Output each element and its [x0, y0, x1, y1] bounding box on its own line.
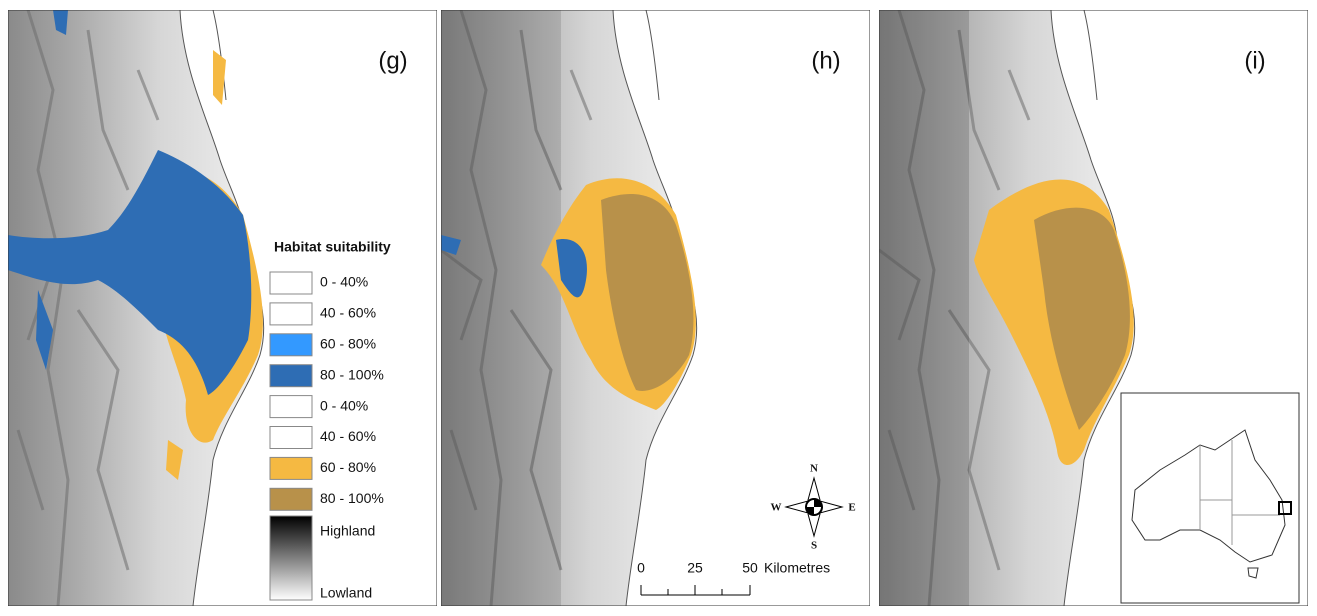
- panel-label: (i): [1244, 47, 1265, 74]
- legend-label: 0 - 40%: [320, 397, 368, 413]
- page: (g) (h) (i) Habitat suitability 0 - 40% 40 - …: [0, 0, 1317, 616]
- legend-swatch: [270, 488, 312, 510]
- legend-label: 60 - 80%: [320, 336, 376, 352]
- compass-n: N: [810, 463, 818, 475]
- panel-label: (h): [811, 47, 840, 74]
- compass-s: S: [811, 540, 817, 552]
- legend-swatch: [270, 334, 312, 356]
- compass-e: E: [848, 502, 855, 514]
- elevation-swatch: [270, 516, 312, 600]
- legend-high: Highland: [320, 523, 375, 539]
- legend-label: 0 - 40%: [320, 274, 368, 290]
- scale-label: 25: [687, 560, 703, 576]
- legend-swatch: [270, 427, 312, 449]
- panel-h: [441, 10, 870, 606]
- legend-swatch: [270, 457, 312, 479]
- legend-swatch: [270, 365, 312, 387]
- inset-map: [1121, 393, 1299, 603]
- legend-swatch: [270, 303, 312, 325]
- compass-w: W: [771, 502, 782, 514]
- legend-low: Lowland: [320, 585, 372, 601]
- legend-label: 60 - 80%: [320, 459, 376, 475]
- panel-label: (g): [378, 47, 407, 74]
- legend-label: 80 - 100%: [320, 490, 384, 506]
- scale-label: 50: [742, 560, 758, 576]
- legend-label: 40 - 60%: [320, 428, 376, 444]
- legend-label: 40 - 60%: [320, 305, 376, 321]
- figure: (g) (h) (i) Habitat suitability 0 - 40% 40 - …: [0, 0, 1317, 616]
- scale-label: 0: [637, 560, 645, 576]
- legend-title: Habitat suitability: [274, 239, 391, 255]
- scale-unit: Kilometres: [764, 560, 830, 576]
- legend-swatch: [270, 272, 312, 294]
- legend-label: 80 - 100%: [320, 366, 384, 382]
- legend-swatch: [270, 396, 312, 418]
